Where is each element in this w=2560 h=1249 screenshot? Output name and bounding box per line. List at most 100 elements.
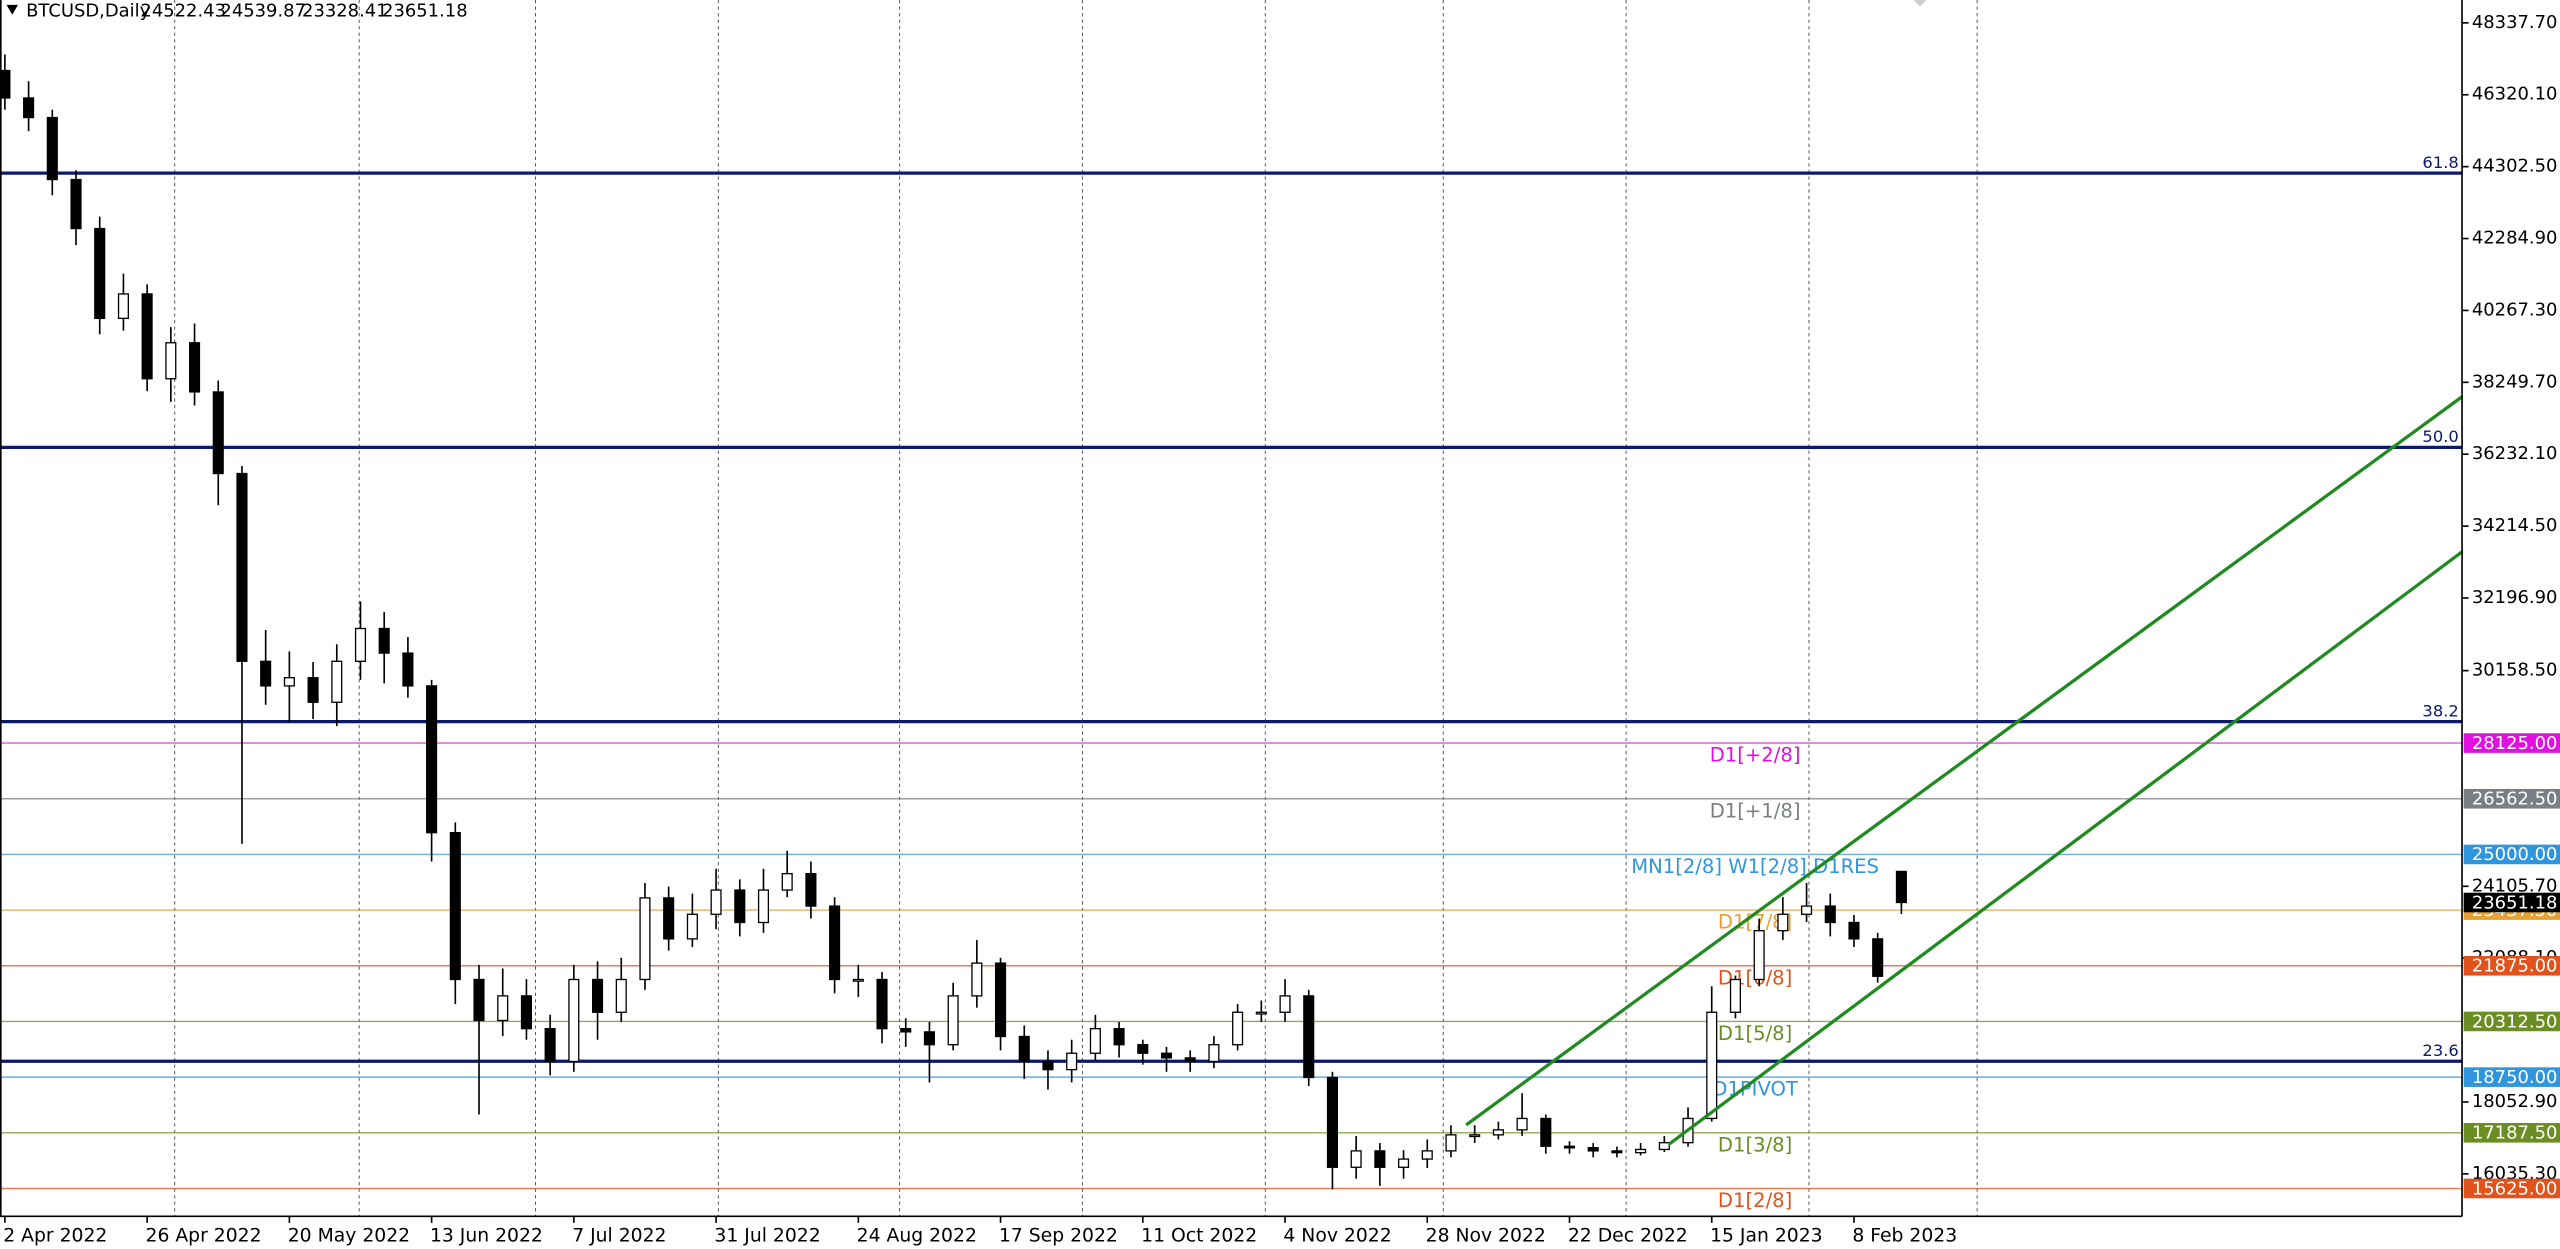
menu-triangle [6, 4, 18, 15]
ohlc-close: 23651.18 [382, 0, 468, 21]
candle-body [1801, 905, 1813, 915]
candle-body [23, 97, 35, 119]
candle-body [900, 1028, 912, 1033]
candle-body [781, 873, 793, 891]
candle-body [1848, 921, 1860, 940]
candle-body [1729, 978, 1741, 1013]
candle-body [1895, 870, 1907, 904]
candle-body [331, 660, 343, 703]
candle-body [1753, 930, 1765, 981]
candle-body [402, 652, 414, 687]
candle-body [1042, 1060, 1054, 1071]
x-tick-label: 26 Apr 2022 [146, 1225, 262, 1246]
candle-body [1398, 1158, 1410, 1168]
channel-lower [1667, 550, 2464, 1146]
y-tick-label: 36232.10 [2472, 443, 2558, 464]
level-name: D1[2/8] [1718, 1189, 1792, 1212]
level-price-label: 17187.50 [2472, 1123, 2558, 1144]
level-price-label: 26562.50 [2472, 789, 2558, 810]
candle-body [426, 685, 438, 834]
candle-body [1089, 1028, 1101, 1054]
x-tick-label: 7 Jul 2022 [572, 1225, 666, 1246]
y-tick-label: 40267.30 [2472, 299, 2558, 320]
y-tick-label: 44302.50 [2472, 156, 2558, 177]
candle-body [307, 677, 319, 703]
level-price-box [2463, 844, 2560, 865]
candle-body [1066, 1052, 1078, 1071]
x-tick-label: 15 Jan 2023 [1710, 1225, 1823, 1246]
candle-body [1018, 1035, 1030, 1063]
fib-label: 23.6 [2422, 1041, 2458, 1060]
fib-label: 50.0 [2422, 427, 2458, 446]
candle-body [663, 897, 675, 940]
candle-body [1658, 1142, 1670, 1151]
channel-upper [1465, 395, 2464, 1127]
x-tick-label: 28 Nov 2022 [1426, 1225, 1546, 1246]
candle-body [710, 889, 722, 915]
y-tick-label: 30158.50 [2472, 660, 2558, 681]
candle-body [449, 832, 461, 981]
candle-body [236, 472, 248, 662]
candle-body [1587, 1147, 1599, 1152]
candle-body [1492, 1129, 1504, 1136]
level-name: D1[3/8] [1718, 1133, 1792, 1156]
candle-body [947, 995, 959, 1046]
level-name: MN1[2/8] W1[2/8] D1RES [1631, 855, 1879, 878]
level-price-label: 18750.00 [2472, 1067, 2558, 1088]
month-grid [174, 0, 1978, 1217]
x-tick-label: 24 Aug 2022 [857, 1225, 977, 1246]
candle-body [829, 905, 841, 981]
x-tick-label: 17 Sep 2022 [999, 1225, 1118, 1246]
candle-body [497, 995, 509, 1022]
candle-body [805, 873, 817, 907]
current-price-box [2463, 892, 2560, 913]
candle-body [923, 1031, 935, 1046]
y-tick-label: 16035.30 [2472, 1163, 2558, 1184]
candle-body [117, 293, 129, 319]
level-price-label: 15625.00 [2472, 1178, 2558, 1199]
candle-body [1184, 1057, 1196, 1063]
x-tick-label: 22 Dec 2022 [1568, 1225, 1688, 1246]
candle-body [1872, 938, 1884, 977]
level-name: D1[+1/8] [1710, 799, 1801, 822]
ohlc-high: 24539.87 [220, 0, 306, 21]
candle-body [995, 962, 1007, 1038]
candle-body [757, 889, 770, 924]
y-tick-label: 46320.10 [2472, 84, 2558, 105]
candle-body [1350, 1150, 1362, 1168]
candle-body [544, 1028, 556, 1063]
level-price-box [2463, 733, 2560, 753]
candle-body [1326, 1076, 1338, 1168]
x-tick-label: 13 Jun 2022 [430, 1225, 543, 1246]
level-name: D1[5/8] [1718, 1022, 1792, 1045]
candle-body [852, 978, 864, 982]
candle-body [0, 69, 11, 99]
fib-label: 38.2 [2422, 701, 2458, 720]
candle-body [1445, 1134, 1457, 1152]
candle-body [1421, 1150, 1433, 1160]
candle-body [1824, 905, 1836, 924]
candle-body [1777, 913, 1789, 932]
x-tick-label: 4 Nov 2022 [1283, 1225, 1391, 1246]
candle-body [46, 116, 58, 181]
candles [0, 54, 1907, 1190]
candle-body [473, 978, 485, 1022]
axis: 2 Apr 2022 26 Apr 2022 20 May 2022 13 Jun 2… [3, 12, 2560, 1246]
candle-body [686, 913, 698, 940]
candle-body [1113, 1028, 1125, 1046]
level-price-box [2463, 955, 2560, 976]
x-tick-label: 2 Apr 2022 [3, 1225, 107, 1246]
candle-body [188, 342, 201, 393]
candle-body [1208, 1044, 1220, 1063]
candle-body [212, 391, 224, 475]
candle-body [1137, 1044, 1149, 1054]
level-price-label: 20312.50 [2472, 1011, 2558, 1032]
ohlc-open: 24522.43 [140, 0, 226, 21]
y-tick-label: 32196.90 [2472, 587, 2558, 608]
level-price-label: 28125.00 [2472, 733, 2558, 754]
fib-label: 61.8 [2422, 153, 2458, 172]
x-tick-label: 11 Oct 2022 [1141, 1225, 1257, 1246]
candle-body [615, 978, 627, 1013]
level-price-label: 25000.00 [2472, 844, 2558, 865]
